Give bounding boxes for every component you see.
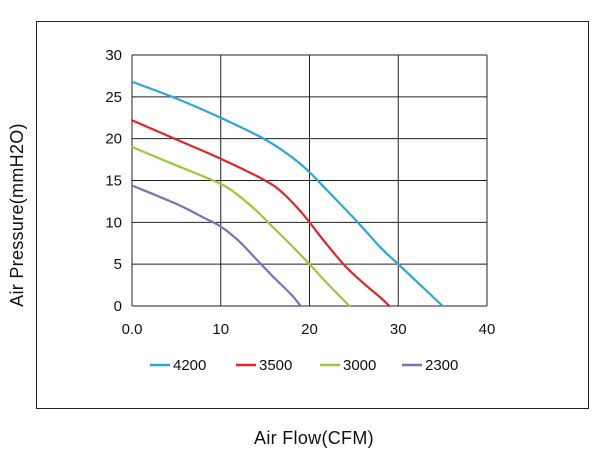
legend-label-2300: 2300 <box>425 357 458 374</box>
y-tick-label: 25 <box>105 89 122 106</box>
y-axis-title: Air Pressure(mmH2O) <box>7 123 27 307</box>
series-line-4200 <box>130 80 444 308</box>
y-tick-label: 10 <box>105 214 122 231</box>
x-tick-label: 0.0 <box>122 321 143 338</box>
x-tick-label: 20 <box>301 321 318 338</box>
series-line-3000 <box>130 145 351 308</box>
chart-grid <box>131 54 488 307</box>
x-tick-label: 30 <box>390 321 407 338</box>
y-tick-label: 30 <box>105 47 122 64</box>
legend-label-3500: 3500 <box>259 357 292 374</box>
series-line-2300 <box>130 184 302 308</box>
chart-tick-labels: 0.0 10 20 30 40 0 5 10 15 20 25 30 <box>105 47 495 338</box>
y-tick-label: 15 <box>105 173 122 190</box>
legend-label-4200: 4200 <box>173 357 206 374</box>
y-tick-label: 0 <box>114 298 122 315</box>
y-tick-label: 20 <box>105 131 122 148</box>
series-line-3500 <box>130 119 391 308</box>
chart-curves <box>130 80 444 308</box>
legend-label-3000: 3000 <box>343 357 376 374</box>
x-tick-label: 40 <box>479 321 496 338</box>
x-tick-label: 10 <box>212 321 229 338</box>
x-axis-title: Air Flow(CFM) <box>254 428 374 448</box>
chart-frame <box>36 21 589 409</box>
y-tick-label: 5 <box>114 256 122 273</box>
chart-legend: 4200 3500 3000 2300 <box>150 357 458 374</box>
